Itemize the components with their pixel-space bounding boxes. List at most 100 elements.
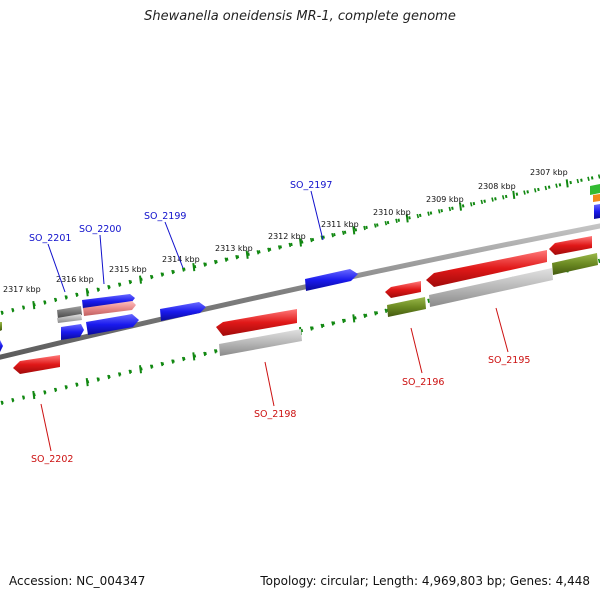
minor-tick <box>181 356 185 362</box>
ruler-label: 2308 kbp <box>478 182 516 191</box>
gene-label-so2195[interactable]: SO_2195 <box>488 355 530 366</box>
minor-tick <box>544 185 548 191</box>
gene-label-so2202[interactable]: SO_2202 <box>31 454 73 465</box>
ruler-label: 2317 kbp <box>3 285 41 294</box>
forward-features <box>0 184 600 352</box>
minor-tick <box>149 274 153 280</box>
ruler-label: 2309 kbp <box>426 195 464 204</box>
minor-tick <box>363 225 366 231</box>
operon-upper-blue <box>82 294 135 309</box>
left-edge-blue <box>0 340 3 352</box>
minor-tick <box>11 398 14 403</box>
minor-tick <box>107 285 110 290</box>
leader-so2195 <box>495 307 509 353</box>
minor-tick <box>107 374 110 380</box>
gene-label-so2201[interactable]: SO_2201 <box>29 233 71 244</box>
genome-backbone <box>0 223 600 360</box>
gene-so2196-feature[interactable] <box>385 281 421 298</box>
minor-tick <box>427 298 430 303</box>
minor-tick <box>363 313 366 318</box>
minor-tick <box>533 188 537 193</box>
ruler-label: 2311 kbp <box>321 220 359 229</box>
major-tick <box>565 179 569 188</box>
minor-tick <box>341 230 345 235</box>
gene-so2195-feature[interactable] <box>426 250 547 287</box>
gene-label-so2200[interactable]: SO_2200 <box>79 224 121 235</box>
major-tick <box>139 275 142 284</box>
gray-feature-so2195 <box>429 268 553 307</box>
minor-tick <box>171 359 174 364</box>
minor-tick <box>587 176 590 181</box>
minor-tick <box>75 382 78 387</box>
leader-so2199 <box>164 221 184 269</box>
minor-tick <box>320 323 324 329</box>
major-tick <box>32 390 36 400</box>
minor-tick <box>128 279 132 285</box>
minor-tick <box>171 269 174 275</box>
minor-tick <box>576 178 580 184</box>
minor-tick <box>149 364 153 369</box>
major-tick <box>192 262 196 272</box>
edge-blue-feature <box>594 204 600 219</box>
olive-feature-so2196 <box>387 297 426 317</box>
major-tick <box>405 214 409 223</box>
major-tick <box>85 288 89 297</box>
gene-so2202-feature[interactable] <box>13 355 60 374</box>
topology-text: Topology: circular; Length: 4,969,803 bp… <box>260 574 590 588</box>
accession-text: Accession: NC_004347 <box>9 574 146 588</box>
minor-tick <box>491 197 494 202</box>
leader-so2197 <box>310 190 324 241</box>
gray-feature-so2198 <box>219 329 302 356</box>
ruler-label: 2316 kbp <box>56 275 94 284</box>
minor-tick <box>213 259 217 265</box>
gene-label-so2199[interactable]: SO_2199 <box>144 211 186 222</box>
major-tick <box>459 202 462 211</box>
minor-tick <box>21 305 25 310</box>
gene-label-so2198[interactable]: SO_2198 <box>254 409 296 420</box>
gene-so2201-feature[interactable] <box>61 324 84 340</box>
minor-tick <box>256 250 260 255</box>
minor-tick <box>448 206 452 212</box>
label-leaders <box>40 190 509 452</box>
gene-so2198-feature[interactable] <box>216 309 297 336</box>
minor-tick <box>0 400 4 405</box>
minor-tick <box>53 387 57 393</box>
minor-tick <box>96 287 100 292</box>
gene-so2200-feature[interactable] <box>86 314 139 335</box>
major-tick <box>192 352 196 361</box>
minor-tick <box>309 326 313 331</box>
minor-tick <box>331 233 334 238</box>
minor-tick <box>309 237 313 243</box>
major-tick <box>139 365 142 374</box>
minor-tick <box>160 272 164 277</box>
minor-tick <box>53 297 57 303</box>
minor-tick <box>288 242 292 248</box>
leader-so2200 <box>99 234 105 285</box>
gene-label-so2196[interactable]: SO_2196 <box>402 377 444 388</box>
ruler-label: 2315 kbp <box>109 265 147 274</box>
minor-tick <box>469 202 473 207</box>
minor-tick <box>416 213 420 219</box>
minor-tick <box>384 221 388 226</box>
minor-tick <box>395 218 398 223</box>
ruler-label: 2313 kbp <box>215 244 253 253</box>
operon-gray-strip <box>57 314 82 323</box>
minor-tick <box>373 223 377 228</box>
gene-so2197-feature[interactable] <box>305 269 358 291</box>
minor-tick <box>96 377 100 382</box>
minor-tick <box>480 199 484 205</box>
minor-tick <box>64 385 68 390</box>
major-tick <box>352 226 356 235</box>
gene-so2199-feature[interactable] <box>160 302 206 321</box>
gene-label-so2197[interactable]: SO_2197 <box>290 180 332 191</box>
minor-tick <box>43 390 46 395</box>
edge-green-feature <box>590 184 600 195</box>
minor-tick <box>384 308 388 313</box>
leader-so2202 <box>40 403 52 452</box>
map-title: Shewanella oneidensis MR-1, complete gen… <box>144 9 456 24</box>
reverse-features <box>13 236 598 374</box>
minor-tick <box>203 351 206 357</box>
ruler-labels: 2317 kbp 2316 kbp 2315 kbp 2314 kbp 2313… <box>3 168 568 294</box>
